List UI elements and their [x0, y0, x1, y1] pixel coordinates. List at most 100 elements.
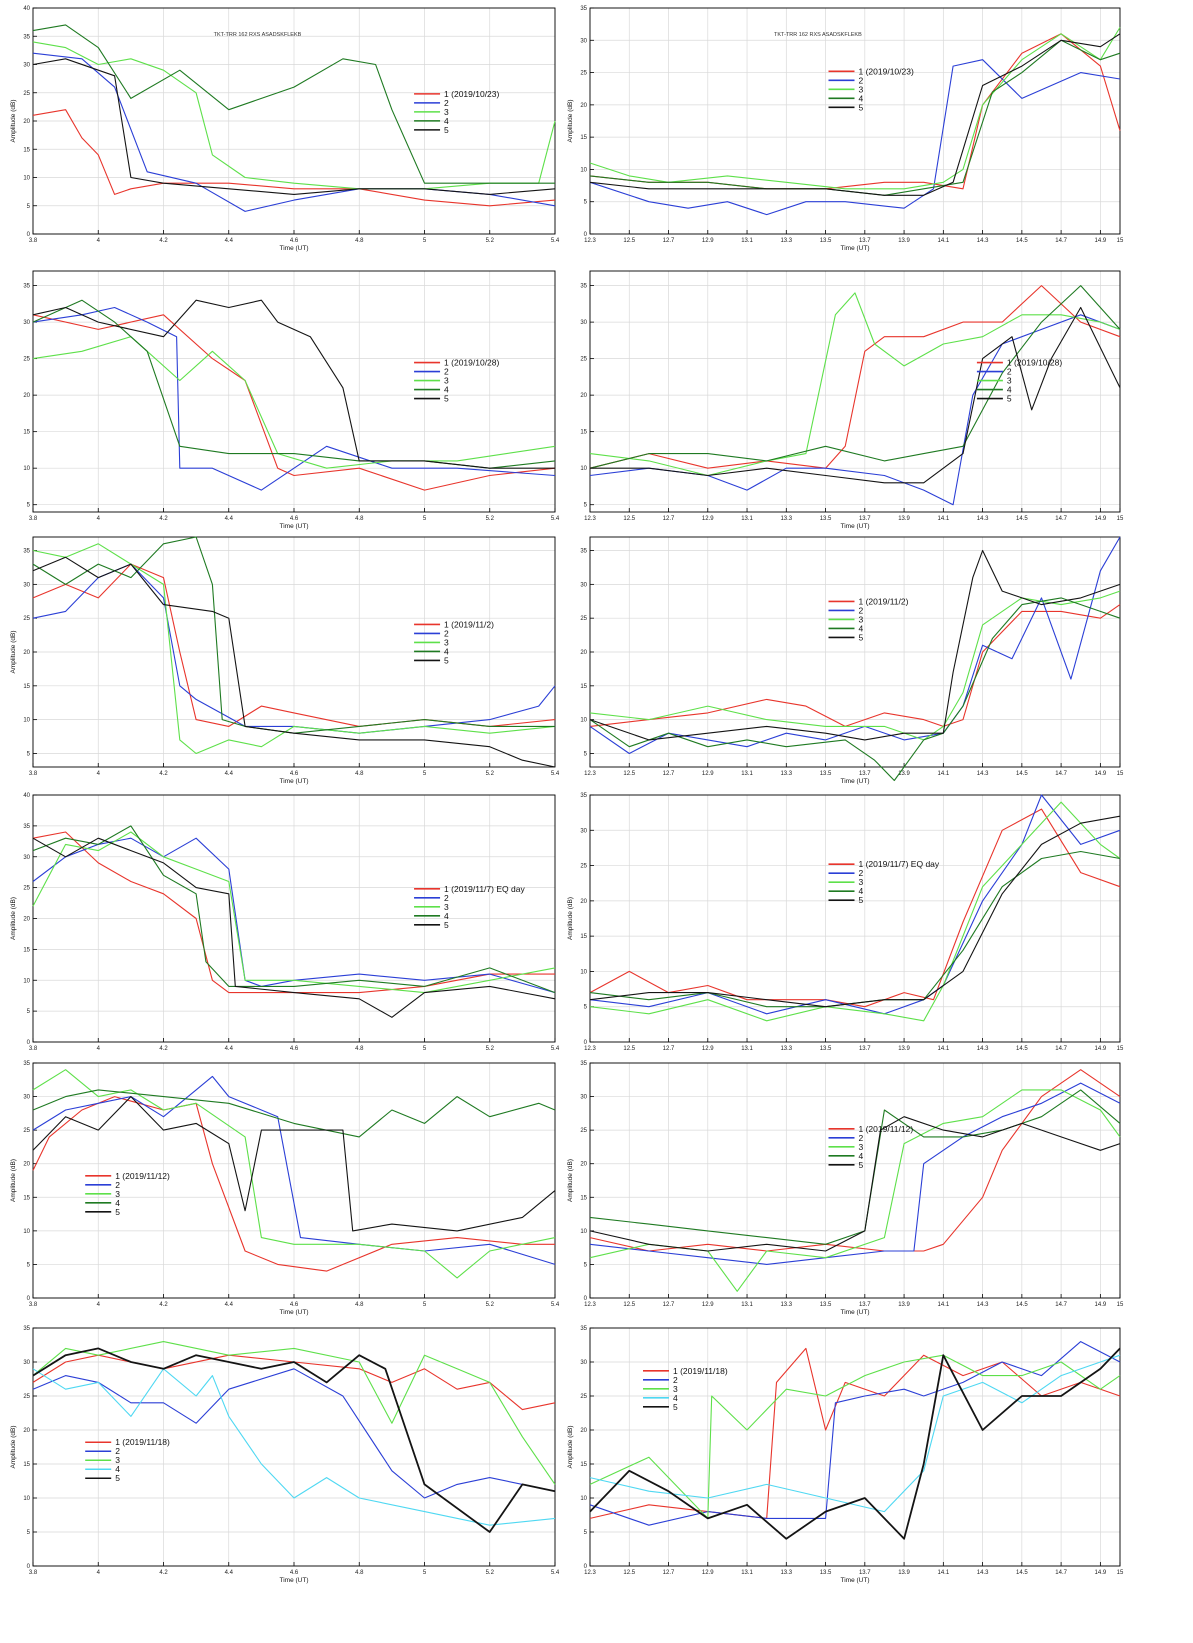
legend-label-2: 2	[444, 98, 449, 108]
x-tick-label: 4.4	[225, 238, 234, 244]
legend-label-5: 5	[444, 125, 449, 135]
x-tick-label: 12.7	[663, 238, 675, 244]
chart-panel-8: 12.3 12.5 12.7 12.9 13.1 13.3 13.5 13.7 13.9 14.1…	[567, 793, 1124, 1052]
x-tick-label: 13.7	[859, 771, 871, 777]
legend-label-4: 4	[673, 1393, 678, 1403]
y-tick-label: 35	[23, 549, 30, 555]
y-tick-label: 15	[580, 1195, 587, 1201]
y-tick-label: 5	[27, 503, 31, 509]
y-tick-label: 0	[584, 232, 588, 238]
y-tick-label: 10	[580, 1229, 587, 1235]
x-tick-label: 14.7	[1055, 238, 1067, 244]
x-axis-label: Time (UT)	[279, 523, 308, 530]
legend-label-5: 5	[444, 394, 449, 404]
legend-label-1: 1 (2019/11/2)	[444, 619, 494, 629]
x-tick-label: 5	[423, 771, 427, 777]
y-tick-label: 20	[23, 119, 30, 125]
series-line-5	[32, 58, 556, 195]
x-tick-label: 13.7	[859, 1046, 871, 1052]
x-tick-label: 13.1	[741, 238, 753, 244]
x-tick-label: 12.5	[623, 516, 635, 522]
y-tick-label: 35	[23, 1326, 30, 1332]
series-line-1	[32, 1096, 555, 1272]
series-line-2	[32, 1368, 556, 1499]
x-tick-label: 5.4	[551, 1302, 560, 1308]
series-line-3	[32, 41, 556, 190]
series-line-2	[589, 1082, 1121, 1265]
plot-frame	[32, 1062, 556, 1299]
legend-label-3: 3	[673, 1384, 678, 1394]
legend-label-4: 4	[859, 1151, 864, 1161]
chart-panel-3: 3.8 4 4.2 4.4 4.6 4.8 5 5.2 5.45101520253035Time…	[23, 270, 560, 530]
x-tick-label: 12.7	[663, 1302, 675, 1308]
series-line-5	[32, 556, 556, 768]
y-tick-label: 25	[580, 1128, 587, 1134]
x-tick-label: 14.1	[937, 1570, 949, 1576]
y-tick-label: 25	[580, 864, 587, 870]
legend-label-4: 4	[115, 1198, 120, 1208]
x-tick-label: 12.3	[584, 516, 596, 522]
y-tick-label: 0	[27, 232, 31, 238]
plot-area	[590, 1328, 1120, 1566]
x-tick-label: 14.7	[1055, 771, 1067, 777]
x-tick-label: 13.9	[898, 516, 910, 522]
y-tick-label: 25	[23, 357, 30, 363]
y-tick-label: 30	[23, 582, 30, 588]
x-tick-label: 15	[1117, 771, 1124, 777]
x-tick-label: 12.9	[702, 771, 714, 777]
series-line-4	[32, 1089, 556, 1138]
x-tick-label: 5.2	[486, 238, 495, 244]
x-tick-label: 13.9	[898, 1570, 910, 1576]
y-tick-label: 0	[584, 1296, 588, 1302]
chart-panel-5: 3.8 4 4.2 4.4 4.6 4.8 5 5.2 5.45101520253035Time…	[10, 536, 560, 785]
x-tick-label: 15	[1117, 1570, 1124, 1576]
plot-area	[590, 795, 1120, 1042]
y-tick-label: 30	[23, 320, 30, 326]
x-tick-label: 13.5	[820, 238, 832, 244]
series-line-5	[32, 1096, 556, 1232]
x-tick-label: 12.9	[702, 1302, 714, 1308]
x-tick-label: 4.2	[159, 238, 168, 244]
x-tick-label: 15	[1117, 1046, 1124, 1052]
y-tick-label: 10	[23, 466, 30, 472]
series-line-5	[589, 549, 1121, 741]
x-axis-label: Time (UT)	[279, 245, 308, 252]
plot-frame	[589, 1062, 1121, 1299]
y-tick-label: 5	[584, 1005, 588, 1011]
legend-label-5: 5	[444, 920, 449, 930]
legend-label-4: 4	[859, 93, 864, 103]
series-line-5	[589, 1347, 1121, 1540]
x-tick-label: 4.6	[290, 1046, 299, 1052]
y-tick-label: 30	[23, 1095, 30, 1101]
x-tick-label: 12.5	[623, 1046, 635, 1052]
x-tick-label: 13.1	[741, 1570, 753, 1576]
x-tick-label: 14.1	[937, 238, 949, 244]
x-tick-label: 4.8	[355, 1046, 364, 1052]
x-tick-label: 14.3	[977, 238, 989, 244]
x-tick-label: 5.4	[551, 1570, 560, 1576]
x-tick-label: 5.4	[551, 771, 560, 777]
x-tick-label: 5	[423, 238, 427, 244]
x-tick-label: 4.2	[159, 516, 168, 522]
chart-title: TKT-TRR 162 RXS ASADSKFLEKB	[774, 32, 862, 38]
x-tick-label: 5.2	[486, 1570, 495, 1576]
y-tick-label: 10	[580, 466, 587, 472]
x-tick-label: 5	[423, 1302, 427, 1308]
legend-label-3: 3	[859, 614, 864, 624]
y-tick-label: 0	[27, 1564, 31, 1570]
x-tick-label: 14.5	[1016, 1302, 1028, 1308]
x-tick-label: 5.2	[486, 1046, 495, 1052]
plot-frame	[32, 1327, 556, 1567]
series-line-1	[589, 604, 1121, 727]
legend-label-5: 5	[859, 895, 864, 905]
series-line-2	[589, 59, 1121, 216]
y-axis-label: Amplitude (dB)	[567, 897, 574, 940]
x-tick-label: 12.9	[702, 1570, 714, 1576]
x-tick-label: 13.5	[820, 1046, 832, 1052]
plot-area	[590, 8, 1120, 234]
x-axis-label: Time (UT)	[840, 778, 869, 785]
